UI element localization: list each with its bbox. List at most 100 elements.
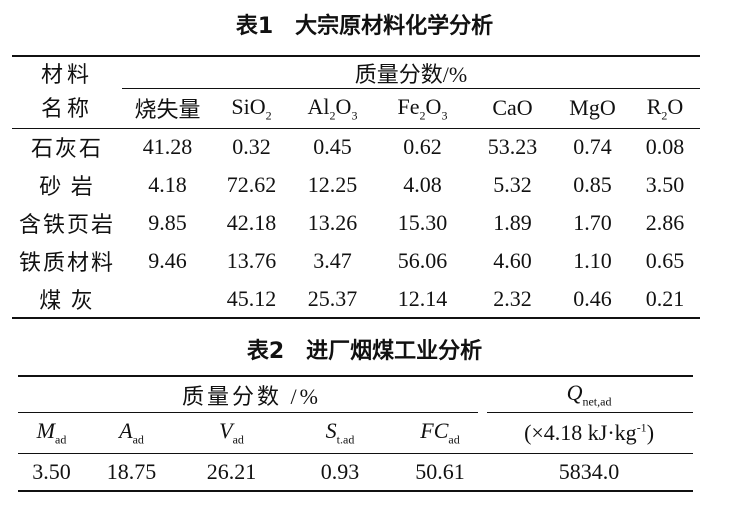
cell: 0.62 <box>403 134 442 160</box>
text: A <box>119 418 133 444</box>
cell: 42.18 <box>226 210 277 235</box>
cell: 砂 岩 <box>39 174 95 199</box>
table-title: 表2 进厂烟煤工业分析 <box>246 339 483 364</box>
header-cell: Qnet,ad <box>485 376 694 413</box>
header-row: 材料 名称 质量分数/% <box>12 56 701 121</box>
header-cell: Fe2O3 <box>375 89 470 128</box>
header-cell: Al2O3 <box>290 89 375 128</box>
cell: 1.89 <box>493 210 532 235</box>
cell: 5.32 <box>493 172 532 197</box>
header-cell: Aad <box>85 413 178 453</box>
header-cell: 烧失量 <box>122 89 213 128</box>
header-row: Mad Aad Vad St.ad FCad (×4.18 kJ·kg-1) <box>18 413 694 453</box>
text: O <box>335 93 352 119</box>
text: R <box>646 93 662 119</box>
text: Fe <box>397 93 420 119</box>
cell: 0.45 <box>313 134 352 160</box>
rule <box>18 412 479 413</box>
header-row: 烧失量 SiO2 Al2O3 Fe2O3 CaO MgO R2O <box>12 89 701 128</box>
cell: 12.25 <box>307 172 358 197</box>
cell: 4.08 <box>403 172 442 197</box>
header-cell: SiO2 <box>213 89 290 128</box>
script-text: 3 <box>441 107 448 122</box>
row: 铁质材料 9.46 13.76 3.47 56.06 4.60 1.10 0.65 <box>12 242 700 280</box>
text: M <box>36 418 55 444</box>
cell: 3.50 <box>32 458 71 484</box>
header-cell: 质量分数 /% <box>18 376 485 413</box>
script-text: 3 <box>351 107 358 122</box>
text: 烧失量 <box>134 97 201 123</box>
cell: 45.12 <box>226 285 277 311</box>
cell: 13.26 <box>307 210 358 235</box>
script-text: -1 <box>636 420 647 435</box>
cell: 53.23 <box>487 134 538 160</box>
header-cell: St.ad <box>285 413 395 453</box>
cell: 4.18 <box>148 172 187 197</box>
row: 3.50 18.75 26.21 0.93 50.61 5834.0 <box>18 453 693 491</box>
header-cell: MgO <box>555 89 630 128</box>
table: 质量分数 /% Qnet,ad Mad Aad Vad St.ad FCad (×4.18 k… <box>18 375 694 492</box>
cell: 含铁页岩 <box>18 212 115 237</box>
cell: 50.61 <box>415 458 465 484</box>
text: ) <box>646 419 655 445</box>
cell: 5834.0 <box>558 458 620 484</box>
cell: 2.32 <box>493 285 532 311</box>
header-cell: Mad <box>18 413 85 453</box>
cell: 0.08 <box>645 134 685 160</box>
header-row: 质量分数 /% Qnet,ad <box>18 376 694 413</box>
cell: 煤 灰 <box>39 287 95 313</box>
header-cell: CaO <box>470 89 555 128</box>
cell: 18.75 <box>106 458 157 484</box>
cell: 72.62 <box>226 172 277 197</box>
header-cell: (×4.18 kJ·kg-1) <box>485 413 693 453</box>
text: FC <box>420 418 449 444</box>
header-cell: 材料 名称 <box>12 56 122 128</box>
cell: 15.30 <box>397 210 448 235</box>
cell: 3.50 <box>645 172 685 197</box>
cell: 0.21 <box>645 285 685 311</box>
cell: 41.28 <box>142 134 193 160</box>
cell: 12.14 <box>397 285 448 311</box>
cell: 56.06 <box>397 248 448 273</box>
cell: 铁质材料 <box>18 250 115 275</box>
cell <box>122 280 213 318</box>
cell: 0.46 <box>573 285 612 311</box>
cell: 4.60 <box>493 248 532 273</box>
script-text: 2 <box>661 107 668 122</box>
cell: 0.32 <box>232 134 271 160</box>
cell: 3.47 <box>313 248 352 273</box>
cell: 0.85 <box>573 172 612 197</box>
script-text: ad <box>448 432 460 447</box>
cell: 9.46 <box>148 248 187 273</box>
text: Al <box>307 93 330 119</box>
script-text: 2 <box>329 107 336 122</box>
row: 砂 岩 4.18 72.62 12.25 4.08 5.32 0.85 3.50 <box>12 166 700 204</box>
text: Q <box>566 380 583 406</box>
script-text: net,ad <box>582 394 612 409</box>
header-cell: Vad <box>178 413 285 453</box>
script-text: ad <box>132 432 144 447</box>
text: O <box>667 93 684 119</box>
row: 石灰石 41.28 0.32 0.45 0.62 53.23 0.74 0.08 <box>12 128 700 166</box>
script-text: 2 <box>419 107 426 122</box>
text: SiO <box>231 93 266 119</box>
row: 煤 灰 45.12 25.37 12.14 2.32 0.46 0.21 <box>12 280 700 318</box>
cell: 0.65 <box>645 248 685 273</box>
cell: 1.70 <box>573 210 612 235</box>
cell: 2.86 <box>645 210 685 235</box>
text: O <box>425 93 442 119</box>
script-text: 2 <box>265 107 272 122</box>
header-text: 名称 <box>40 96 93 122</box>
cell: 0.93 <box>320 458 360 484</box>
header-text: 材料 <box>40 62 93 88</box>
script-text: ad <box>232 432 244 447</box>
cell: 25.37 <box>307 285 358 311</box>
text: (×4.18 kJ·kg <box>524 419 637 445</box>
table: 材料 名称 质量分数/% 烧失量 SiO2 Al2O3 Fe2O3 CaO MgO R2O 石灰石 4… <box>12 55 701 319</box>
script-text: t.ad <box>336 432 355 447</box>
rule <box>122 88 701 89</box>
cell: 石灰石 <box>30 136 103 162</box>
cell: 26.21 <box>206 458 257 484</box>
rule <box>487 412 694 413</box>
